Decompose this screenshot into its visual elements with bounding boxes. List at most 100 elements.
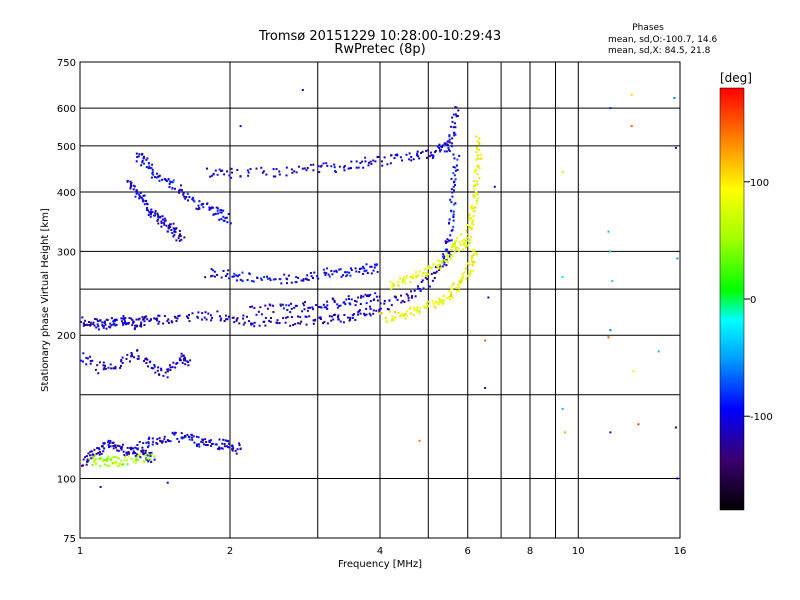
data-point [183,195,186,198]
data-point [226,273,229,275]
data-point [228,174,231,177]
data-point [272,278,275,281]
data-point [157,214,160,217]
data-point [213,270,216,273]
data-point [303,167,306,170]
data-point [250,323,253,326]
data-point [166,320,169,323]
data-point [281,303,284,306]
data-point [472,210,475,212]
data-point [340,275,343,278]
data-point [453,180,456,183]
data-point [167,318,170,321]
data-point [401,299,404,302]
data-point [106,464,109,467]
data-point [136,458,139,461]
data-point [231,275,234,278]
data-point [411,276,414,279]
data-point [121,322,124,325]
data-point [446,238,449,241]
data-point [461,240,464,243]
data-point [136,324,139,327]
data-point [469,218,472,221]
data-point [346,271,349,274]
data-point [147,441,150,444]
data-point [145,441,148,444]
data-point [156,442,159,445]
data-point [322,322,324,325]
data-point [173,315,176,318]
data-point [179,233,181,236]
data-point [143,155,145,158]
data-point [108,446,110,449]
data-point [676,257,679,260]
data-point [236,169,239,171]
data-point [362,265,364,268]
data-point [453,157,456,160]
data-point [209,207,212,209]
data-point [425,272,428,275]
data-point [458,287,461,290]
data-point [394,316,397,319]
data-point [343,165,346,167]
data-point [450,145,453,148]
colorbar-tick-label: 100 [750,178,769,189]
data-point [142,451,145,454]
data-point [289,311,292,314]
data-point [380,312,383,315]
data-point [431,300,434,303]
data-point [476,148,478,150]
data-point [319,318,322,320]
data-point [390,288,393,291]
data-point [355,300,358,303]
data-point [392,319,395,322]
data-point [320,164,323,167]
data-point [231,171,233,174]
data-point [222,438,225,441]
data-point [137,454,140,457]
data-point [169,440,172,443]
data-point [448,255,451,258]
data-point [347,167,350,170]
data-point [128,317,131,319]
y-tick-label: 500 [57,142,76,153]
data-point [89,362,92,365]
data-point [458,241,461,244]
data-point [409,306,412,309]
data-point [227,269,230,272]
data-point [444,260,447,262]
data-point [85,463,88,466]
data-point [433,305,436,308]
data-point [422,272,425,274]
data-point [215,206,218,209]
data-point [291,171,294,174]
data-point [301,310,304,313]
data-point [429,266,432,269]
data-point [84,456,86,459]
data-point [454,242,457,245]
data-point [383,300,386,302]
data-point [144,358,147,361]
data-point [239,175,242,178]
data-point [374,160,377,163]
data-point [386,163,389,166]
data-point [260,278,263,281]
data-point [441,262,444,265]
data-point [88,324,91,326]
data-point [112,323,115,326]
data-point [226,170,228,173]
data-point [108,325,111,328]
data-point [448,252,451,254]
data-point [204,438,207,441]
data-point [180,352,183,355]
data-point [484,386,487,389]
data-point [135,318,138,321]
y-tick-label: 200 [57,331,76,342]
data-point [406,294,409,297]
data-point [210,445,212,447]
data-point [381,164,384,167]
data-point [309,272,312,274]
data-point [469,227,472,230]
data-point [149,215,152,218]
data-point [469,272,472,275]
